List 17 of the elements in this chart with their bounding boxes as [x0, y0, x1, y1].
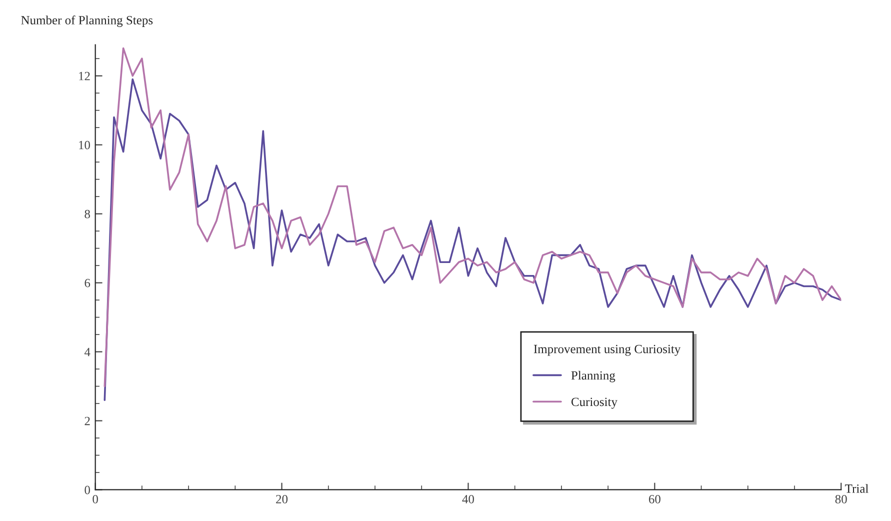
- x-tick-label: 60: [648, 494, 660, 504]
- y-tick-label: 0: [84, 486, 90, 494]
- x-tick-label: 20: [276, 494, 288, 504]
- y-tick-label: 2: [84, 416, 90, 426]
- x-tick-label: 80: [835, 494, 847, 504]
- legend-label: Curiosity: [571, 398, 618, 409]
- y-tick-label: 4: [84, 348, 90, 356]
- y-tick-label: 12: [79, 72, 90, 80]
- y-tick-label: 10: [79, 140, 90, 150]
- x-tick-label: 40: [462, 494, 474, 504]
- x-tick-label: 0: [92, 494, 98, 504]
- y-tick-label: 6: [84, 278, 90, 288]
- legend-label: Planning: [571, 370, 616, 382]
- legend-title: Improvement using Curiosity: [534, 344, 681, 356]
- x-axis-title: Trial: [845, 484, 868, 493]
- y-tick-label: 8: [84, 210, 90, 218]
- y-axis-title: Number of Planning Steps: [21, 16, 153, 28]
